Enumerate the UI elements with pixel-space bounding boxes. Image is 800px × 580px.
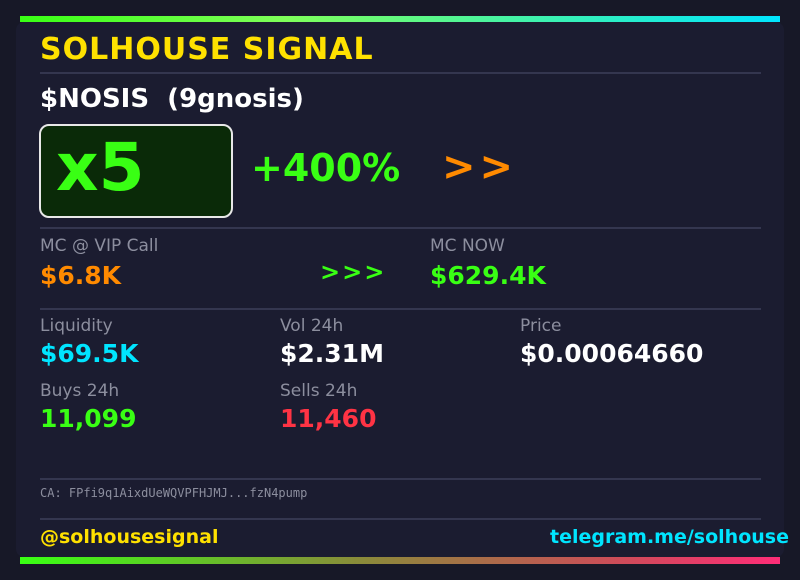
signal-card — [16, 22, 784, 557]
percent-change: +400% — [251, 146, 401, 190]
liquidity-label: Liquidity — [40, 316, 113, 336]
double-arrow-icon: >> — [442, 144, 518, 190]
price-value: $0.00064660 — [520, 339, 704, 368]
contract-address: CA: FPfi9q1AixdUeWQVPFHJMJ...fzN4pump — [40, 486, 308, 500]
top-gradient-bar — [20, 16, 780, 22]
volume-label: Vol 24h — [280, 316, 344, 336]
market-cap-divider — [40, 308, 761, 310]
header-divider — [40, 72, 761, 74]
social-handle: @solhousesignal — [40, 526, 219, 548]
buys-value: 11,099 — [40, 404, 137, 433]
mc-call-value: $6.8K — [40, 261, 122, 290]
performance-divider — [40, 227, 761, 229]
token-name: $NOSIS (9gnosis) — [40, 84, 304, 114]
multiplier-box — [39, 124, 233, 218]
brand-title: SOLHOUSE SIGNAL — [40, 32, 374, 67]
multiplier-value: x5 — [56, 129, 145, 206]
triple-arrow-icon: >>> — [320, 258, 387, 286]
sells-label: Sells 24h — [280, 381, 358, 401]
volume-value: $2.31M — [280, 339, 384, 368]
mc-call-label: MC @ VIP Call — [40, 236, 159, 256]
footer-divider — [40, 518, 761, 520]
mc-now-value: $629.4K — [430, 261, 546, 290]
mc-now-label: MC NOW — [430, 236, 505, 256]
telegram-link[interactable]: telegram.me/solhouse — [550, 526, 789, 548]
stats-divider — [40, 478, 761, 480]
buys-label: Buys 24h — [40, 381, 120, 401]
bottom-gradient-bar — [20, 557, 780, 564]
price-label: Price — [520, 316, 562, 336]
liquidity-value: $69.5K — [40, 339, 139, 368]
sells-value: 11,460 — [280, 404, 377, 433]
